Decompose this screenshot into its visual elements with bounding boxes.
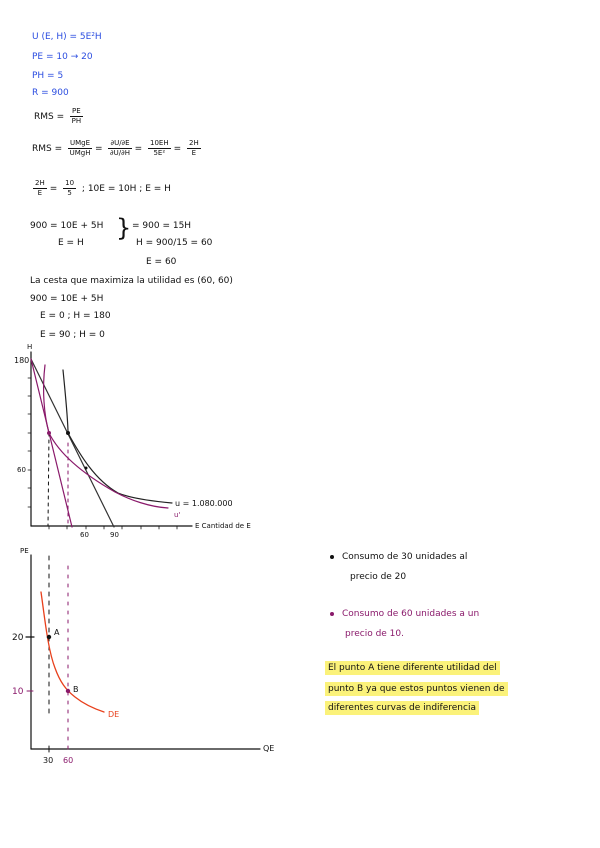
rms-label: RMS = — [32, 144, 63, 154]
curve-label-u: u = 1.080.000 — [175, 499, 233, 508]
indifference-graph — [27, 351, 193, 530]
indifference-curve-u-prime — [42, 364, 169, 509]
utility-function: U (E, H) = 5E²H — [32, 32, 102, 42]
highlight-text: El punto A tiene diferente utilidad del — [325, 661, 500, 675]
graph2-x-tick-60: 60 — [63, 756, 73, 765]
frac-num: 2H — [187, 139, 201, 149]
frac-den: ∂U/∂H — [110, 149, 131, 157]
graph2-y-label: PE — [20, 547, 29, 555]
point-b-label: B — [73, 685, 79, 694]
graph2-x-label: QE — [263, 744, 274, 753]
highlight-line-1: El punto A tiene diferente utilidad del — [325, 661, 500, 675]
demand-curve — [40, 591, 105, 713]
optimum-original — [66, 431, 70, 435]
frac-den: 5 — [67, 189, 72, 197]
graph1-x-tick-90: 90 — [110, 531, 119, 539]
bullet-2-line-2: precio de 10. — [345, 629, 404, 639]
point-a-label: A — [54, 628, 60, 637]
system-res2: H = 900/15 = 60 — [136, 238, 213, 248]
frac-den: PH — [71, 117, 82, 125]
frac-num: ∂U/∂E — [108, 139, 132, 149]
graph1-y-tick-180: 180 — [14, 356, 29, 365]
demand-graph — [25, 554, 261, 753]
demand-label: DE — [108, 710, 119, 719]
highlight-text: diferentes curvas de indiferencia — [325, 701, 479, 715]
point-a-marker — [46, 634, 52, 640]
highlight-text: punto B ya que estos puntos vienen de — [325, 682, 508, 696]
curve-label-u-prime: u' — [174, 511, 180, 519]
bullet-1-line-1: Consumo de 30 unidades al — [342, 552, 468, 562]
frac-num: 10 — [63, 179, 77, 189]
budget-equation: 900 = 10E + 5H — [30, 294, 104, 304]
graph1-x-label: E Cantidad de E — [195, 522, 251, 530]
highlight-line-2: punto B ya que estos puntos vienen de — [325, 682, 508, 696]
bullet-dot — [330, 611, 334, 616]
highlight-line-3: diferentes curvas de indiferencia — [325, 701, 479, 715]
frac-num: PE — [70, 107, 83, 117]
bullet-2-line-1: Consumo de 60 unidades a un — [342, 609, 480, 619]
graph2-y-tick-10: 10 — [12, 687, 24, 697]
frac-num: 10EH — [148, 139, 171, 149]
frac-den: E — [191, 149, 197, 157]
income: R = 900 — [32, 88, 69, 98]
graph1-y-tick-60: 60 — [17, 466, 26, 474]
rms-label: RMS = — [34, 112, 65, 122]
dashed-guide-30 — [47, 432, 50, 527]
bullet-2: Consumo de 60 unidades a un — [330, 610, 479, 619]
tangency-condition: 2H E = 10 5 ; 10E = 10H ; E = H — [33, 179, 171, 197]
conclusion: La cesta que maximiza la utilidad es (60… — [30, 276, 233, 286]
budget-point — [84, 466, 88, 470]
graph2-y-tick-20: 20 — [12, 633, 24, 643]
frac-num: UMgE — [68, 139, 93, 149]
system-eq1: 900 = 10E + 5H — [30, 221, 104, 231]
rms-calculation: RMS = UMgE UMgH = ∂U/∂E ∂U/∂H = 10EH 5E² = 2H E — [32, 139, 201, 157]
graph2-x-tick-30: 30 — [43, 756, 53, 765]
budget-point-1: E = 0 ; H = 180 — [40, 311, 111, 321]
bullet-1-line-2: precio de 20 — [350, 572, 407, 582]
frac-den: UMgH — [69, 149, 91, 157]
price-h: PH = 5 — [32, 71, 64, 81]
point-b-marker — [65, 688, 71, 694]
frac-num: 2H — [33, 179, 47, 189]
budget-line-original — [30, 358, 115, 528]
brace: } — [116, 214, 132, 242]
frac-den: E — [37, 189, 43, 197]
budget-line-new — [30, 358, 73, 528]
rms-definition: RMS = PE PH — [34, 108, 86, 125]
system-eq2: E = H — [58, 238, 84, 248]
price-e: PE = 10 → 20 — [32, 52, 93, 62]
axis-ticks — [27, 377, 178, 530]
graph1-y-label: H — [27, 343, 32, 351]
budget-point-2: E = 90 ; H = 0 — [40, 330, 105, 340]
indifference-curve-u — [62, 369, 173, 504]
frac-den: 5E² — [153, 149, 166, 157]
graph1-x-tick-60: 60 — [80, 531, 89, 539]
bullet-dot — [330, 554, 334, 559]
optimum-new — [47, 431, 51, 435]
system-res1: = 900 = 15H — [132, 221, 192, 231]
system-res3: E = 60 — [146, 257, 177, 267]
equality-rest: ; 10E = 10H ; E = H — [81, 184, 171, 194]
bullet-1: Consumo de 30 unidades al — [330, 553, 467, 562]
